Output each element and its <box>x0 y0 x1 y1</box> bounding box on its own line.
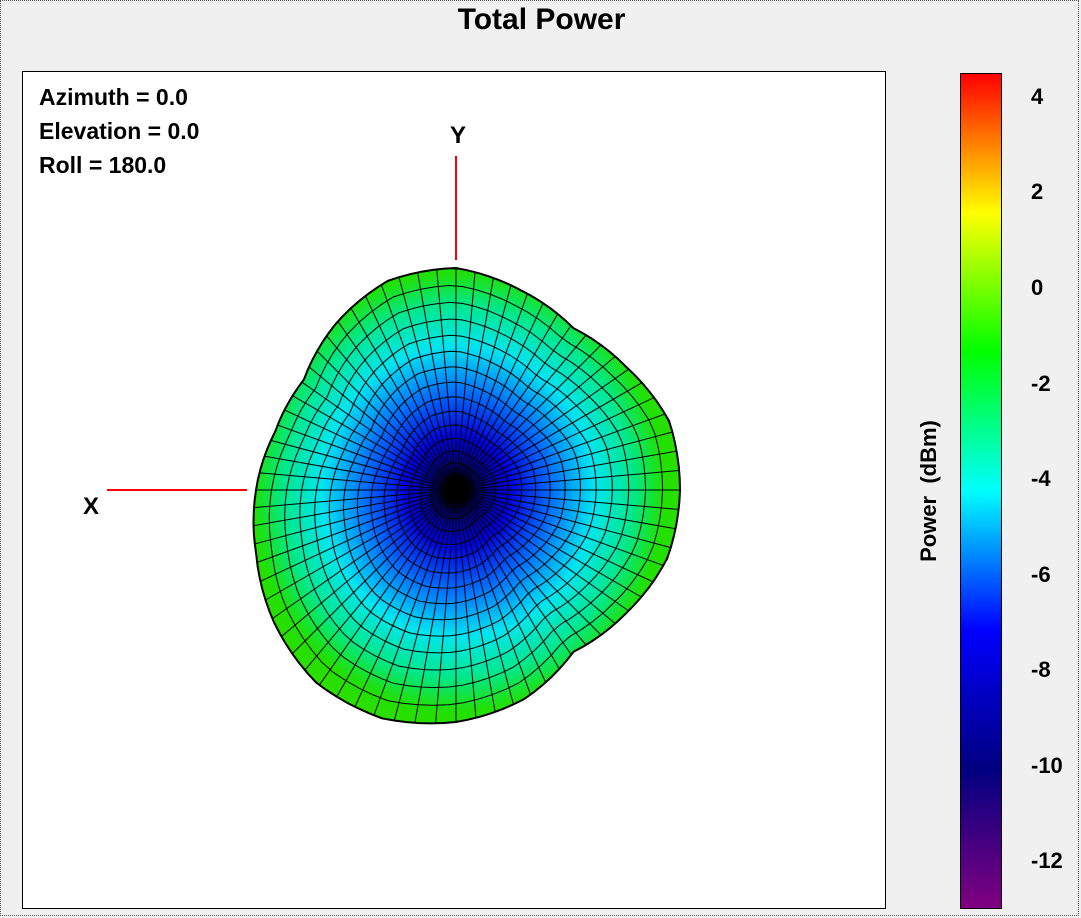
mesh-ring <box>314 334 613 654</box>
mesh-spoke <box>455 489 680 511</box>
radiation-pattern-plot <box>107 156 682 725</box>
mesh-spoke <box>455 489 680 530</box>
mesh-ring <box>253 268 680 724</box>
colorbar-tick-label: 0 <box>1031 274 1044 300</box>
mesh-spoke <box>455 489 515 709</box>
mesh-ring <box>268 284 664 706</box>
mesh-spoke <box>435 268 457 491</box>
y-axis-label: Y <box>450 122 467 149</box>
mesh-spoke <box>455 469 680 491</box>
mesh-spoke <box>379 280 457 491</box>
colorbar-tick-label: 4 <box>1031 83 1044 109</box>
mesh-spoke <box>455 299 546 491</box>
roll-label: Roll = 180.0 <box>39 152 167 178</box>
mesh-ring <box>299 318 630 671</box>
mesh-ring <box>383 410 537 574</box>
mesh-spoke <box>266 438 457 491</box>
mesh-ring <box>342 366 582 621</box>
mesh-ring <box>408 437 509 546</box>
mesh-spoke <box>273 423 457 491</box>
mesh-spoke <box>455 489 646 600</box>
mesh-spoke <box>363 292 457 491</box>
mesh-spoke <box>255 472 457 491</box>
plot-area[interactable]: Azimuth = 0.0 Elevation = 0.0 Roll = 180… <box>22 71 886 909</box>
mesh-spoke <box>455 289 530 491</box>
mesh-spoke <box>455 331 589 491</box>
mesh-spoke <box>348 304 457 491</box>
colorbar <box>960 73 1002 909</box>
mesh-spoke <box>455 353 619 491</box>
mesh-spoke <box>455 489 633 614</box>
mesh-ring <box>328 350 597 637</box>
mesh-spoke <box>323 332 457 491</box>
mesh-spoke <box>455 273 495 491</box>
mesh-spoke <box>316 489 457 689</box>
mesh-spoke <box>268 489 457 622</box>
mesh-spoke <box>455 268 476 491</box>
mesh-spoke <box>253 489 457 546</box>
mesh-spoke <box>455 281 513 491</box>
mesh-ring <box>396 424 523 560</box>
mesh-spoke <box>455 489 619 627</box>
mesh-spoke <box>313 347 457 491</box>
mesh-ring <box>430 462 485 520</box>
colorbar-title: Power (dBm) <box>916 420 941 562</box>
chart-title: Total Power <box>457 3 626 36</box>
mesh-spoke <box>260 455 457 491</box>
mesh-spoke <box>455 489 675 550</box>
mesh-ring <box>356 381 566 605</box>
azimuth-label: Azimuth = 0.0 <box>39 84 188 110</box>
mesh-spoke <box>261 489 457 603</box>
pattern-center <box>442 476 470 504</box>
mesh-spoke <box>455 395 658 491</box>
mesh-spoke <box>455 430 677 491</box>
colorbar-tick-label: -8 <box>1031 657 1051 683</box>
colorbar-tick-label: -4 <box>1031 466 1051 492</box>
colorbar-tick-label: -6 <box>1031 561 1051 587</box>
mesh-spoke <box>455 310 561 491</box>
mesh-spoke <box>253 489 457 527</box>
mesh-spoke <box>455 489 589 649</box>
pattern-mesh <box>253 268 680 724</box>
mesh-spoke <box>253 489 457 509</box>
mesh-spoke <box>253 489 457 565</box>
mesh-spoke <box>397 273 457 491</box>
mesh-ring <box>419 450 497 532</box>
mesh-spoke <box>455 449 680 491</box>
mesh-ring <box>370 396 551 589</box>
mesh-spoke <box>305 363 457 491</box>
mesh-ring <box>440 472 474 508</box>
mesh-spoke <box>335 317 457 491</box>
x-axis-label: X <box>83 493 100 520</box>
mesh-spoke <box>280 407 457 491</box>
mesh-spoke <box>455 489 548 687</box>
elevation-label: Elevation = 0.0 <box>39 118 200 144</box>
mesh-ring <box>284 301 647 689</box>
mesh-spoke <box>288 393 457 491</box>
mesh-spoke <box>455 380 646 491</box>
colorbar-tick-label: -10 <box>1031 752 1063 778</box>
mesh-spoke <box>256 489 457 584</box>
mesh-spoke <box>455 489 533 699</box>
mesh-spoke <box>455 366 633 491</box>
mesh-spoke <box>455 489 605 639</box>
colorbar-tick-label: -12 <box>1031 848 1063 874</box>
mesh-spoke <box>455 341 605 491</box>
colorbar-tick-label: 2 <box>1031 179 1044 205</box>
mesh-spoke <box>298 379 457 491</box>
mesh-spoke <box>455 489 657 584</box>
mesh-spoke <box>455 489 562 673</box>
colorbar-tick-label: -2 <box>1031 370 1051 396</box>
